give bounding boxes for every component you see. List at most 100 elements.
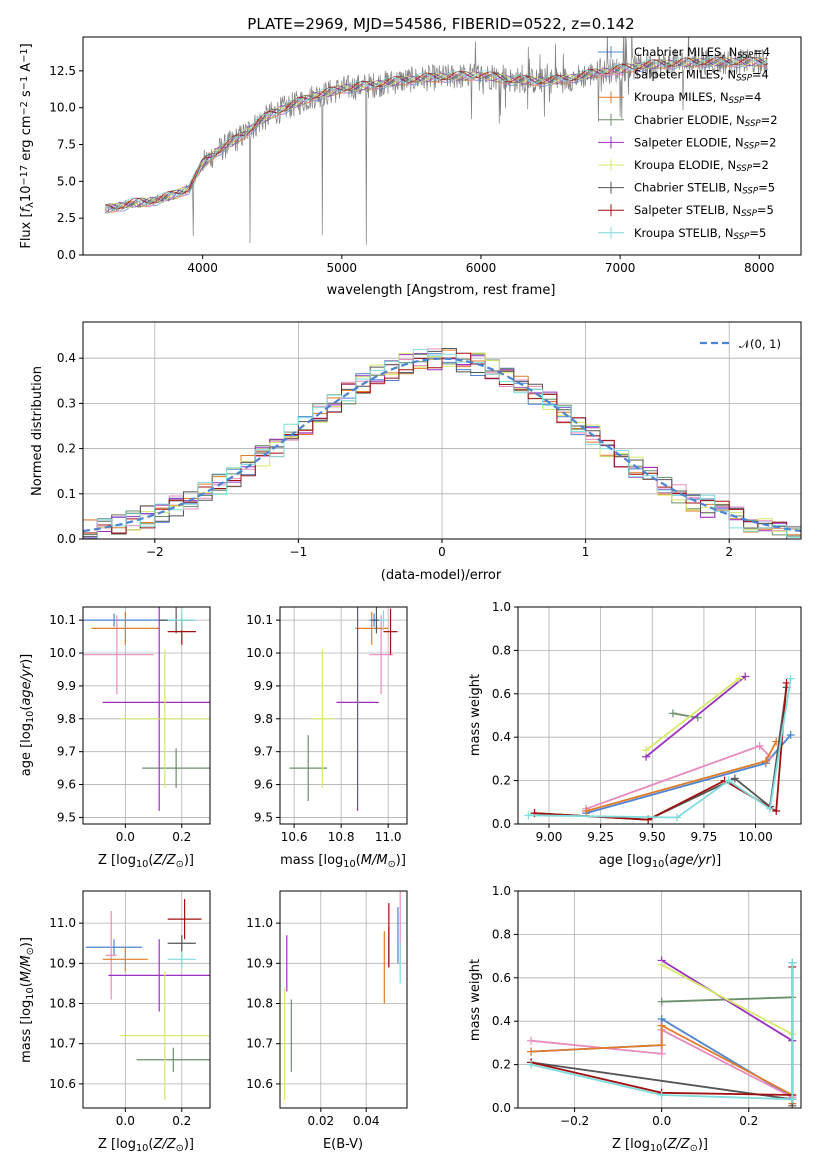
error-bar-point-8 [378, 610, 389, 631]
y-tick-label: 0.0 [492, 817, 511, 831]
error-bar-point-5 [310, 649, 335, 788]
weight-marker [788, 958, 797, 967]
y-tick-label: 9.7 [254, 745, 273, 759]
y-tick-label: 1.0 [492, 600, 511, 614]
weight-marker [657, 997, 666, 1006]
y-tick-label: 0.2 [492, 774, 511, 788]
error-bar-point-1 [83, 615, 154, 695]
model-line-7 [105, 56, 768, 210]
mass-ebv-xlabel: E(B-V) [323, 1137, 363, 1152]
error-bar-point-4 [336, 607, 379, 811]
y-tick-label: 0.1 [57, 487, 76, 501]
y-tick-label: 11.0 [246, 916, 273, 930]
y-tick-label: 10.0 [49, 101, 76, 115]
x-tick-label: 9.50 [639, 830, 666, 844]
y-tick-label: 0.4 [492, 1014, 511, 1028]
weight-marker [657, 1090, 666, 1099]
error-bar-point-3 [136, 1047, 210, 1072]
spectrum-frame [82, 36, 802, 256]
error-bar-point-0 [83, 613, 174, 627]
weight-marker [786, 674, 795, 683]
model-line-8 [105, 56, 768, 210]
x-tick-label: 0.02 [307, 1114, 334, 1128]
plot-area-age-vs-Z [83, 607, 210, 811]
weight-marker [786, 731, 795, 740]
y-tick-label: 1.0 [492, 884, 511, 898]
x-tick-label: 10.6 [281, 830, 308, 844]
model-line-3 [105, 58, 768, 214]
error-bar-point-7 [383, 608, 398, 655]
model-line-4 [105, 58, 768, 213]
legend-label: Kroupa STELIB, NSSP=5 [634, 226, 766, 242]
y-tick-label: 9.5 [57, 810, 76, 824]
plot-area-age-vs-mass [289, 607, 398, 811]
x-tick-label: 10.8 [328, 830, 355, 844]
histogram-8 [83, 349, 801, 539]
weight-vs-age-frame [517, 606, 802, 825]
x-tick-label: −0.2 [560, 1114, 589, 1128]
axes-age-vs-Z: 0.0 0.2 9.5 9.6 9.7 9.8 9.9 10.0 10.1 [49, 606, 211, 844]
y-tick-label: 11.0 [49, 916, 76, 930]
spectrum-xlabel: wavelength [Angstrom, rest frame] [327, 283, 556, 298]
y-tick-label: 0.0 [492, 1101, 511, 1115]
y-tick-label: 7.5 [57, 138, 76, 152]
axes-mass-vs-Z: 0.0 0.2 10.6 10.7 10.8 10.9 11.0 [49, 890, 211, 1128]
x-tick-label: 0.2 [172, 830, 191, 844]
residuals-frame [82, 321, 802, 540]
y-tick-label: 9.8 [57, 712, 76, 726]
error-bar-point-8 [167, 951, 196, 968]
weight-line-4 [661, 959, 793, 1042]
x-tick-label: 8000 [744, 261, 775, 275]
weight-marker [724, 776, 733, 785]
weight-line-6 [534, 687, 788, 821]
weight-marker [668, 709, 677, 718]
y-tick-label: 0.8 [492, 927, 511, 941]
x-tick-label: 9.75 [691, 830, 718, 844]
error-bar-point-7 [167, 899, 202, 940]
y-tick-label: 0.0 [57, 532, 76, 546]
legend: 𝒩(0, 1) [700, 337, 781, 351]
weight-vs-Z-frame [517, 890, 802, 1109]
y-tick-label: 9.5 [254, 810, 273, 824]
weight-marker [766, 804, 775, 813]
age-vs-mass-frame [279, 606, 408, 825]
y-tick-label: 9.9 [254, 679, 273, 693]
histogram-6 [83, 348, 801, 537]
weight-marker [755, 741, 764, 750]
axes-mass-vs-ebv: 0.02 0.04 10.6 10.7 10.8 10.9 11.0 [246, 890, 408, 1128]
error-bar-point-5 [119, 649, 210, 788]
legend-label: Salpeter MILES, NSSP=4 [634, 68, 769, 84]
weight-line-3 [672, 712, 698, 719]
weight-marker [761, 757, 770, 766]
y-tick-label: 10.0 [246, 646, 273, 660]
x-tick-label: 0.0 [652, 1114, 671, 1128]
mass-vs-ebv-frame [279, 890, 408, 1109]
plot-area-spectrum [104, 37, 768, 245]
error-bar-point-2 [91, 611, 160, 645]
x-tick-label: 1 [582, 545, 590, 559]
x-tick-label: 0.0 [116, 830, 135, 844]
error-bar-point-8 [167, 610, 196, 631]
y-tick-label: 9.9 [57, 679, 76, 693]
weight-marker [673, 813, 682, 822]
error-bar-point-1 [369, 615, 393, 695]
y-tick-label: 9.7 [57, 745, 76, 759]
y-tick-label: 9.8 [254, 712, 273, 726]
y-tick-label: 10.1 [246, 613, 273, 627]
y-tick-label: 12.5 [49, 64, 76, 78]
x-tick-label: 0 [438, 545, 446, 559]
error-bar-point-2 [355, 611, 389, 645]
axes-spectrum: 4000 5000 6000 7000 8000 0.0 2.5 5.0 7.5 10.0 12.5… [49, 36, 802, 275]
x-tick-label: 9.00 [536, 830, 563, 844]
error-bar-point-3 [289, 735, 328, 801]
figure-title: PLATE=2969, MJD=54586, FIBERID=0522, z=0… [247, 15, 634, 33]
y-tick-label: 10.9 [49, 956, 76, 970]
legend-label: 𝒩(0, 1) [739, 337, 781, 351]
legend-label: Kroupa MILES, NSSP=4 [634, 90, 761, 106]
weight-marker [657, 1041, 666, 1050]
error-bar-point-1 [105, 911, 117, 1000]
age-Z-ylabel: age [log10(age/yr)] [19, 654, 36, 777]
weight-marker [657, 1021, 666, 1030]
y-tick-label: 10.1 [49, 613, 76, 627]
